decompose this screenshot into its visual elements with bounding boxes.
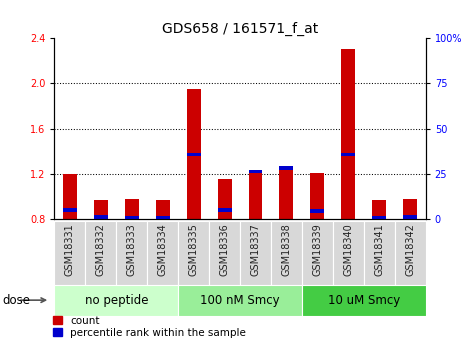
Bar [125, 216, 139, 220]
Text: GSM18338: GSM18338 [281, 223, 291, 276]
Bar [302, 221, 333, 285]
Text: GSM18331: GSM18331 [65, 223, 75, 276]
Text: GSM18339: GSM18339 [312, 223, 323, 276]
Bar [248, 172, 263, 219]
Bar [147, 221, 178, 285]
Bar [403, 199, 417, 219]
Bar [403, 215, 417, 218]
Text: GSM18335: GSM18335 [189, 223, 199, 276]
Bar [218, 179, 232, 219]
Bar [280, 166, 293, 170]
Text: 100 nM Smcy: 100 nM Smcy [200, 294, 280, 307]
Bar [94, 200, 108, 219]
Text: GSM18333: GSM18333 [127, 223, 137, 276]
Text: GSM18332: GSM18332 [96, 223, 106, 276]
Bar [125, 199, 139, 219]
Bar [94, 215, 108, 218]
Bar [310, 172, 324, 219]
Bar [395, 221, 426, 285]
Text: GSM18336: GSM18336 [219, 223, 229, 276]
Text: no peptide: no peptide [85, 294, 148, 307]
Legend: count, percentile rank within the sample: count, percentile rank within the sample [53, 316, 246, 338]
Bar [178, 221, 209, 285]
Bar [156, 200, 170, 219]
Bar [187, 153, 201, 156]
Bar [218, 208, 232, 212]
Bar [85, 221, 116, 285]
Text: GSM18341: GSM18341 [374, 223, 384, 276]
Bar [310, 209, 324, 213]
Text: dose: dose [2, 294, 30, 307]
Bar [302, 285, 426, 316]
Bar [372, 216, 386, 220]
Bar [54, 221, 85, 285]
Bar [342, 153, 355, 156]
Bar [209, 221, 240, 285]
Bar [248, 170, 263, 173]
Bar [333, 221, 364, 285]
Bar [271, 221, 302, 285]
Text: GSM18340: GSM18340 [343, 223, 353, 276]
Bar [364, 221, 395, 285]
Bar [342, 49, 355, 219]
Bar [63, 208, 77, 212]
Text: GSM18337: GSM18337 [251, 223, 261, 276]
Bar [280, 166, 293, 219]
Text: 10 uM Smcy: 10 uM Smcy [328, 294, 400, 307]
Bar [156, 216, 170, 220]
Bar [372, 200, 386, 219]
Bar [54, 285, 178, 316]
Title: GDS658 / 161571_f_at: GDS658 / 161571_f_at [162, 21, 318, 36]
Bar [63, 174, 77, 219]
Text: GSM18342: GSM18342 [405, 223, 415, 276]
Bar [178, 285, 302, 316]
Bar [240, 221, 271, 285]
Bar [187, 89, 201, 219]
Text: GSM18334: GSM18334 [158, 223, 168, 276]
Bar [116, 221, 147, 285]
